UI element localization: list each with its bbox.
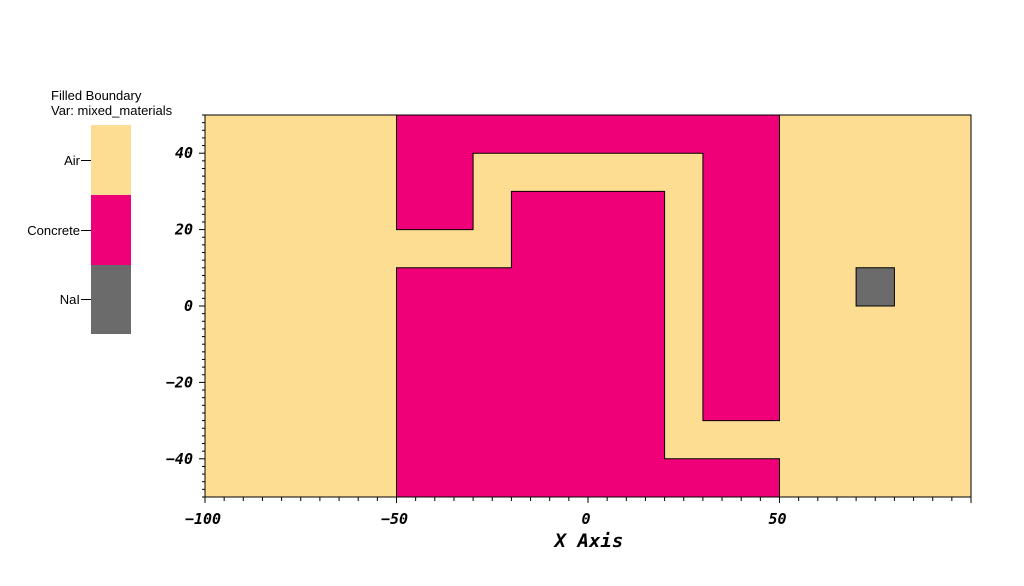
y-tick-label: −20 [166,373,193,391]
legend-tick [81,230,91,231]
y-tick-label: 40 [175,144,193,162]
legend-label-nai: NaI [59,292,80,307]
y-tick-label: 20 [174,221,193,239]
region-concrete-1 [396,114,780,422]
legend-label-concrete: Concrete [27,223,80,238]
x-tick-label: −100 [185,510,221,528]
legend-variable: Var: mixed_materials [51,103,173,118]
x-tick-label: −50 [381,510,408,528]
legend-title: Filled Boundary [51,88,142,103]
legend-swatch-nai [91,265,131,334]
region-nai-3 [855,267,895,307]
legend-swatch-air [91,125,131,195]
legend-tick [81,160,91,161]
x-axis-title: X Axis [553,530,624,552]
x-tick-label: 0 [581,510,590,528]
legend-label-air: Air [64,153,80,168]
legend-tick [81,299,91,300]
y-tick-label: −40 [166,450,193,468]
legend-swatch-concrete [91,195,131,265]
y-tick-label: 0 [184,297,193,315]
x-tick-label: 50 [768,510,786,528]
region-concrete-2 [396,190,780,498]
